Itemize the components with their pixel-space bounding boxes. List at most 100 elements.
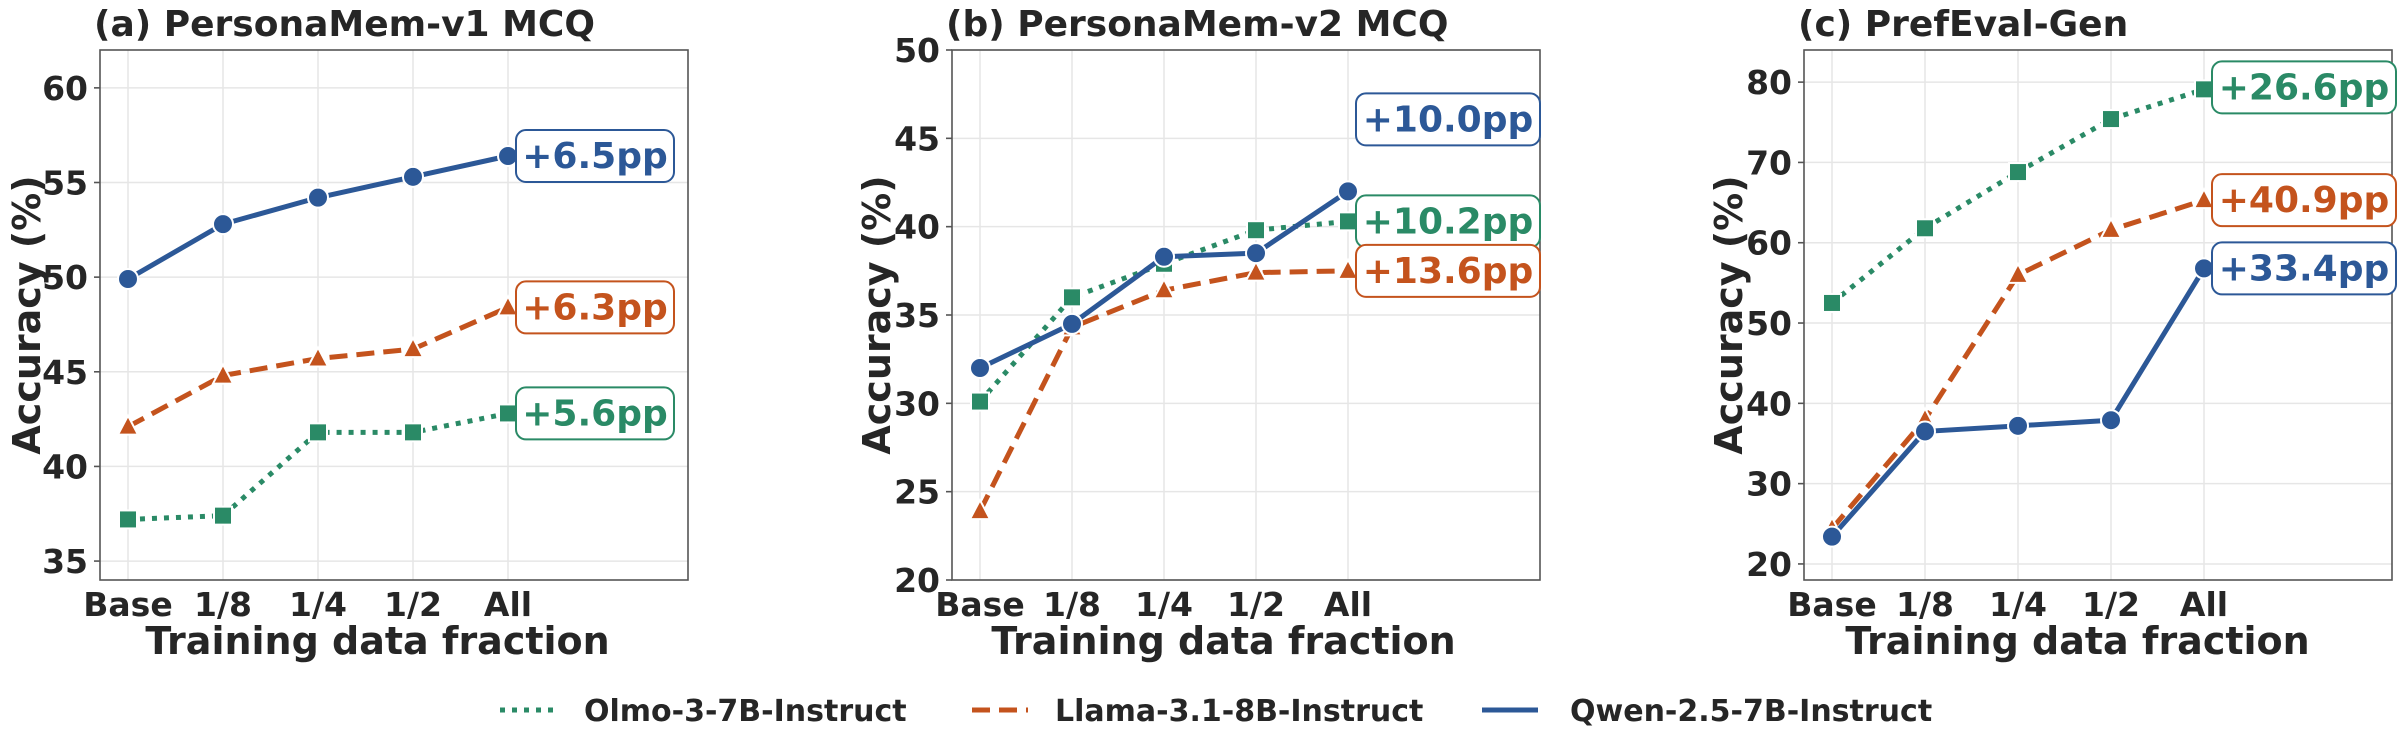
- y-tick-label: 60: [42, 69, 88, 108]
- data-point-olmo: [1822, 292, 1842, 313]
- data-point-llama: [116, 413, 140, 436]
- gain-annotation-olmo: +10.2pp: [1355, 194, 1541, 249]
- series-qwen: +33.4pp: [1821, 241, 2397, 548]
- chart-title: (b) PersonaMem-v2 MCQ: [946, 4, 1448, 45]
- series-qwen: +6.5pp: [117, 129, 675, 291]
- data-point-olmo: [118, 509, 138, 530]
- data-point-olmo: [498, 403, 518, 424]
- y-tick-label: 20: [894, 561, 940, 600]
- x-tick-label: 1/8: [1896, 585, 1954, 624]
- data-point-qwen: [2100, 409, 2122, 432]
- data-point-olmo: [213, 505, 233, 526]
- data-point-olmo: [1915, 218, 1935, 239]
- legend-label-qwen: Qwen-2.5-7B-Instruct: [1570, 694, 1932, 729]
- legend-entry-qwen: Qwen-2.5-7B-Instruct: [1482, 694, 1932, 729]
- gain-annotation-box: [2211, 173, 2397, 228]
- x-tick-label: All: [1324, 585, 1372, 624]
- x-tick-label: All: [2180, 585, 2228, 624]
- chart-panel-3: 20 30 40 50 60 70 80 Base 1/8 1/4 1/2 All (c) PrefEv…: [1707, 4, 2397, 663]
- gain-annotation-label: +6.3pp: [522, 287, 667, 328]
- data-point-llama: [2099, 216, 2123, 239]
- x-tick-label: Base: [83, 585, 172, 624]
- x-tick-label: Base: [935, 585, 1024, 624]
- data-point-llama: [968, 497, 992, 521]
- y-tick-label: 40: [1746, 384, 1792, 423]
- gain-annotation-box: [2211, 241, 2397, 296]
- y-axis-label: Accuracy (%): [1707, 175, 1751, 454]
- data-point-qwen: [1337, 180, 1359, 203]
- legend-label-llama: Llama-3.1-8B-Instruct: [1055, 694, 1423, 729]
- gain-annotation-box: [515, 280, 675, 335]
- data-point-llama: [211, 362, 235, 385]
- data-point-olmo: [970, 391, 990, 412]
- data-point-llama: [496, 294, 520, 317]
- y-tick-label: 20: [1746, 545, 1792, 584]
- data-point-llama: [1244, 259, 1268, 282]
- x-tick-label: All: [484, 585, 532, 624]
- gain-annotation-label: +6.5pp: [522, 136, 667, 177]
- data-point-olmo: [2194, 79, 2214, 100]
- y-tick-label: 50: [1746, 304, 1792, 343]
- data-point-qwen: [117, 268, 139, 291]
- x-tick-label: 1/2: [384, 585, 442, 624]
- data-point-qwen: [1245, 242, 1267, 265]
- x-tick-label: 1/4: [1135, 585, 1193, 624]
- x-tick-label: Base: [1787, 585, 1876, 624]
- legend-label-olmo: Olmo-3-7B-Instruct: [584, 694, 907, 729]
- y-tick-label: 40: [42, 447, 88, 486]
- gain-annotation-box: [515, 129, 675, 183]
- y-tick-label: 35: [894, 296, 940, 335]
- plot-frame: [1803, 49, 2393, 581]
- data-point-llama: [2192, 187, 2216, 210]
- gain-annotation-label: +33.4pp: [2219, 248, 2390, 289]
- chart-title: (a) PersonaMem-v1 MCQ: [94, 4, 595, 45]
- data-point-qwen: [969, 357, 991, 379]
- y-tick-label: 80: [1746, 63, 1792, 102]
- plot-frame: [99, 49, 689, 581]
- x-tick-label: 1/8: [1043, 585, 1101, 624]
- gain-annotation-box: [1355, 92, 1541, 147]
- y-tick-label: 55: [42, 164, 88, 203]
- gain-annotation-olmo: +5.6pp: [515, 386, 675, 441]
- gain-annotation-box: [1355, 243, 1541, 298]
- chart-panel-1: 35 40 45 50 55 60 Base 1/8 1/4 1/2 All (a) PersonaM…: [5, 4, 689, 663]
- y-tick-label: 40: [894, 208, 940, 247]
- data-point-qwen: [1153, 245, 1175, 268]
- legend-entry-olmo: Olmo-3-7B-Instruct: [500, 694, 907, 729]
- gain-annotation-label: +10.0pp: [1363, 99, 1534, 140]
- gain-annotation-label: +5.6pp: [522, 393, 667, 434]
- data-point-qwen: [307, 186, 329, 209]
- data-point-olmo: [308, 422, 328, 443]
- gain-annotation-qwen: +33.4pp: [2211, 241, 2397, 296]
- data-point-qwen: [1821, 525, 1843, 548]
- y-tick-label: 45: [894, 119, 940, 158]
- gain-annotation-box: [2211, 60, 2397, 115]
- y-tick-label: 45: [42, 353, 88, 392]
- y-tick-label: 25: [894, 473, 940, 512]
- y-tick-label: 30: [1746, 465, 1792, 504]
- y-tick-label: 50: [42, 258, 88, 297]
- series-olmo: +5.6pp: [118, 386, 675, 530]
- gain-annotation-qwen: +10.0pp: [1355, 92, 1541, 147]
- series-qwen: +10.0pp: [969, 92, 1541, 379]
- y-tick-label: 35: [42, 542, 88, 581]
- data-point-olmo: [403, 422, 423, 443]
- data-point-llama: [1336, 257, 1360, 280]
- gain-annotation-llama: +13.6pp: [1355, 243, 1541, 298]
- chart-title: (c) PrefEval-Gen: [1798, 4, 2128, 45]
- y-tick-label: 50: [894, 31, 940, 70]
- x-axis-label: Training data fraction: [991, 619, 1455, 663]
- x-tick-label: 1/8: [194, 585, 252, 624]
- legend-entry-llama: Llama-3.1-8B-Instruct: [972, 694, 1423, 729]
- data-point-llama: [401, 335, 425, 359]
- gain-annotation-label: +13.6pp: [1363, 251, 1534, 292]
- y-tick-label: 30: [894, 384, 940, 423]
- x-tick-label: 1/4: [289, 585, 347, 624]
- data-point-qwen: [1061, 312, 1083, 335]
- data-point-qwen: [1914, 420, 1936, 443]
- data-point-llama: [1152, 277, 1176, 300]
- series-llama: +40.9pp: [1820, 173, 2397, 538]
- data-point-qwen: [402, 165, 424, 188]
- data-point-llama: [2006, 261, 2030, 284]
